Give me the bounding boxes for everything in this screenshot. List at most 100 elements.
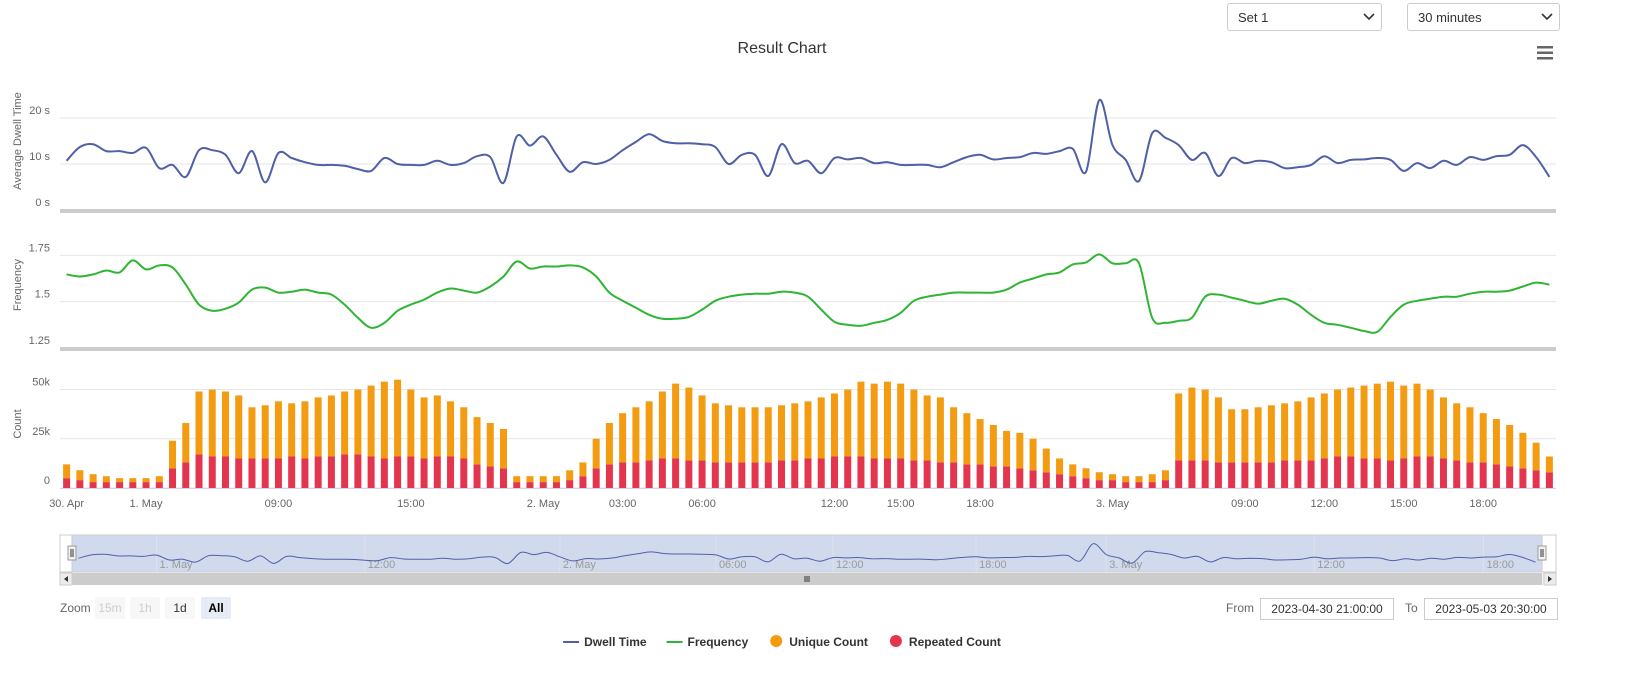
to-input[interactable]: 2023-05-03 20:30:00 [1424,598,1558,620]
bar [367,385,375,457]
bar [195,454,203,488]
y-tick-label: 10 s [29,151,50,163]
y-tick-label: 0 [44,475,50,487]
bar [221,456,229,488]
bar [1069,476,1077,488]
x-tick-label: 12:00 [821,498,849,510]
handle-body [67,545,77,561]
bar [1492,464,1500,488]
x-tick-label: 18:00 [966,498,994,510]
navigator-label: 18:00 [1486,559,1514,571]
y-tick-label: 1.75 [29,242,50,254]
bar [473,464,481,488]
bar [314,397,322,457]
chart-title: Result Chart [738,40,827,57]
bar [274,401,282,459]
legend-item[interactable]: Unique Count [770,635,868,649]
zoom-button[interactable]: 1h [130,597,160,619]
bar [645,460,653,488]
bar [1360,458,1368,488]
from-input[interactable]: 2023-04-30 21:00:00 [1260,598,1394,620]
bar [341,391,349,455]
bar [672,458,680,488]
bar [76,480,84,488]
handle-body [1537,545,1547,561]
bar [248,458,256,488]
zoom-button[interactable]: 1d [165,597,195,619]
set-value: Set 1 [1238,10,1269,25]
bar [989,424,997,467]
bar [76,470,84,481]
bar [102,476,110,483]
y-tick-label: 1.25 [29,335,50,347]
menu-bar [1537,51,1553,54]
bar [341,454,349,488]
legend: Dwell Time Frequency Unique Count Repeated … [563,635,1001,649]
bar [791,403,799,461]
zoom-button[interactable]: 15m [95,597,125,619]
bar [1545,472,1553,488]
bar [63,464,71,479]
bar [380,381,388,459]
x-tick-label: 12:00 [1311,498,1339,510]
menu-button[interactable] [1537,46,1553,60]
navigator-handle[interactable] [1537,545,1547,561]
bar [592,468,600,488]
bar [1003,430,1011,467]
bar [261,458,269,488]
bar [1281,460,1289,488]
bar [1453,460,1461,488]
bar [1135,476,1143,483]
bar [897,458,905,488]
bar [354,454,362,488]
bar [327,395,335,457]
bar [1042,472,1050,488]
scrollbar[interactable] [59,572,1557,586]
bar [976,419,984,465]
legend-item[interactable]: Repeated Count [889,635,1001,649]
bar [751,407,759,463]
bar [1532,442,1540,471]
bar [1453,403,1461,461]
x-tick-label: 3. May [1096,498,1130,510]
navigator-label: 12:00 [836,559,864,571]
bar [407,389,415,457]
bar [698,395,706,461]
bar [500,468,508,488]
bar [1466,462,1474,488]
navigator-handle[interactable] [67,545,77,561]
bar [1519,432,1527,469]
bar [394,456,402,488]
set-select[interactable]: Set 1 [1227,3,1382,31]
pane-separator [60,347,1556,351]
bar [288,456,296,488]
bar [1267,405,1275,463]
bar [327,456,335,488]
bar [1069,464,1077,477]
bar [288,403,296,457]
bar [1506,466,1514,488]
interval-value: 30 minutes [1418,10,1482,25]
bar [579,462,587,477]
bar [658,458,666,488]
bar [844,389,852,457]
bar [1439,397,1447,459]
zoom-button[interactable]: All [201,597,231,619]
bar [380,458,388,488]
bar [486,466,494,488]
bar [447,401,455,457]
bar [261,405,269,459]
bar [1320,393,1328,459]
bar [1373,458,1381,488]
bar [566,470,574,481]
bar [1082,478,1090,488]
legend-symbol [889,635,902,647]
interval-select[interactable]: 30 minutes [1407,3,1560,31]
bar [1334,456,1342,488]
bar [1135,482,1143,488]
legend-item[interactable]: Frequency [666,635,749,649]
navigator-label: 12:00 [368,559,396,571]
legend-item[interactable]: Dwell Time [563,635,647,649]
bar [1532,470,1540,488]
